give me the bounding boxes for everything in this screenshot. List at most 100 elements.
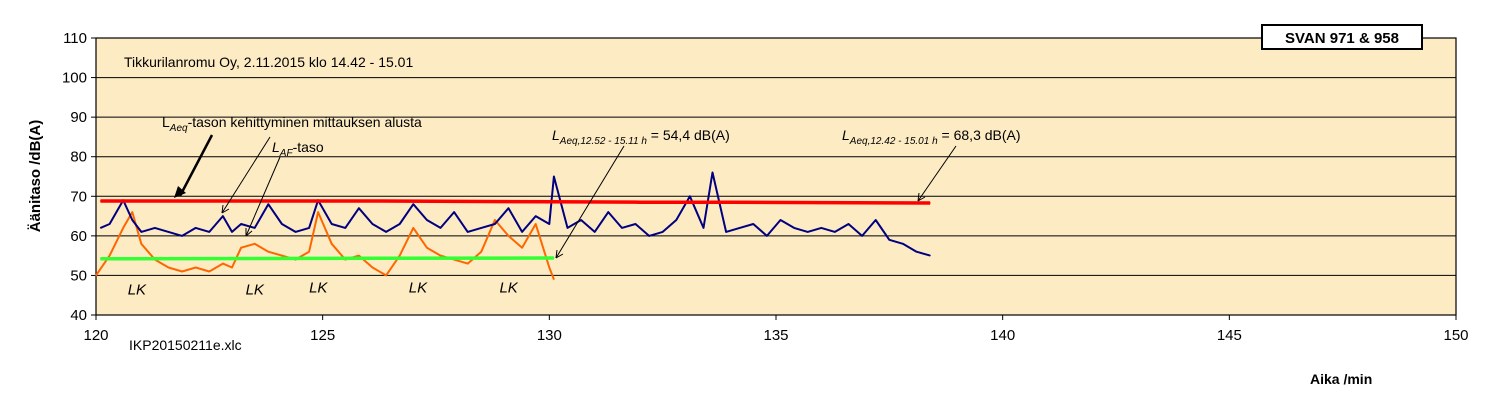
lk-label: LK — [246, 281, 265, 298]
arrow-laeq-thin-head — [221, 204, 230, 214]
data-point — [154, 227, 156, 229]
data-point — [730, 201, 732, 203]
annotation-laeq-1252: LAeq,12.52 - 15.11 h = 54,4 dB(A) — [552, 127, 730, 147]
x-tick-label: 120 — [83, 327, 108, 344]
data-point — [294, 231, 297, 233]
data-point — [702, 227, 705, 229]
data-point — [131, 219, 133, 221]
data-point — [875, 219, 877, 221]
series-layer — [95, 171, 931, 280]
y-tick-label: 60 — [70, 228, 87, 245]
data-point — [467, 263, 469, 265]
data-point — [553, 278, 555, 280]
data-point — [267, 251, 269, 253]
data-point — [167, 266, 170, 269]
arrow-laeq-bold — [178, 134, 214, 197]
annotation-laeq-1242: LAeq,12.42 - 15.01 h = 68,3 dB(A) — [842, 127, 1021, 147]
data-point — [358, 207, 360, 209]
data-point — [99, 258, 102, 260]
data-point — [662, 231, 664, 233]
y-tick-label: 110 — [63, 30, 87, 47]
data-point — [109, 223, 111, 225]
data-point — [276, 200, 278, 202]
chart-title: SVAN 971 & 958 — [1285, 30, 1399, 47]
series-line-0 — [100, 199, 931, 205]
data-point — [195, 266, 197, 269]
data-point — [181, 270, 183, 273]
data-point — [580, 219, 582, 221]
data-point — [507, 235, 510, 237]
y-tick-label: 50 — [70, 267, 87, 284]
file-label: IKP20150211e.xlc — [129, 337, 242, 353]
data-point — [95, 274, 97, 276]
data-point — [208, 231, 210, 233]
arrow-annotation-1242 — [917, 145, 957, 202]
data-point — [621, 227, 623, 229]
data-point — [358, 255, 360, 257]
y-tick-label: 80 — [70, 149, 87, 166]
annotation-arrows — [174, 134, 957, 259]
data-point — [331, 223, 333, 225]
data-point — [507, 207, 510, 209]
data-point — [240, 247, 242, 249]
lk-label: LK — [409, 279, 428, 296]
data-point — [453, 211, 455, 213]
data-point — [548, 201, 550, 203]
arrow-laeq-bold-head — [174, 186, 186, 198]
data-point — [752, 223, 754, 225]
y-tick-label: 100 — [62, 70, 87, 87]
x-axis-label: Aika /min — [1310, 371, 1372, 387]
data-point — [494, 223, 496, 225]
plot-area — [95, 37, 1457, 316]
data-point — [109, 255, 111, 257]
data-point — [639, 201, 641, 203]
data-point — [820, 227, 822, 229]
data-point — [308, 227, 310, 229]
data-point — [181, 235, 183, 237]
data-point — [739, 227, 741, 229]
series-label-laf: LAF-taso — [272, 139, 324, 159]
x-ticks: 120 125 130 135 140 145 150 — [83, 315, 1469, 344]
y-tick-label: 40 — [70, 307, 87, 324]
data-point — [467, 231, 469, 233]
data-point — [480, 227, 482, 229]
data-point — [385, 274, 387, 276]
grid-layer — [96, 77, 1456, 276]
arrow-annotation-1242-head — [917, 192, 926, 202]
data-point — [317, 211, 319, 213]
data-point — [281, 223, 283, 225]
data-point — [711, 171, 714, 174]
data-point — [371, 266, 374, 269]
data-point — [186, 200, 188, 202]
data-point — [929, 255, 931, 257]
chart-subtitle: Tikkurilanromu Oy, 2.11.2015 klo 14.42 -… — [124, 54, 413, 70]
data-point — [521, 247, 523, 249]
data-point — [915, 251, 918, 253]
data-point — [412, 227, 414, 229]
data-point — [535, 223, 537, 225]
lk-label: LK — [499, 279, 518, 296]
data-point — [766, 235, 768, 237]
data-point — [331, 243, 333, 245]
data-point — [535, 215, 537, 217]
data-point — [267, 203, 269, 205]
data-point — [231, 266, 233, 269]
data-point — [367, 200, 369, 202]
data-point — [861, 235, 863, 237]
data-point — [480, 251, 482, 253]
data-point — [426, 219, 428, 221]
data-point — [140, 243, 142, 245]
data-point — [553, 257, 555, 259]
data-point — [594, 231, 596, 233]
data-point — [371, 223, 374, 225]
data-point — [99, 200, 102, 202]
arrow-annotation-1252 — [555, 145, 625, 259]
data-point — [634, 223, 637, 225]
data-point — [553, 175, 555, 178]
y-axis-label: Äänitaso /dB(A) — [27, 120, 44, 233]
data-point — [439, 255, 442, 257]
data-point — [240, 223, 242, 225]
data-point — [902, 243, 904, 245]
series-line-3 — [100, 256, 554, 261]
